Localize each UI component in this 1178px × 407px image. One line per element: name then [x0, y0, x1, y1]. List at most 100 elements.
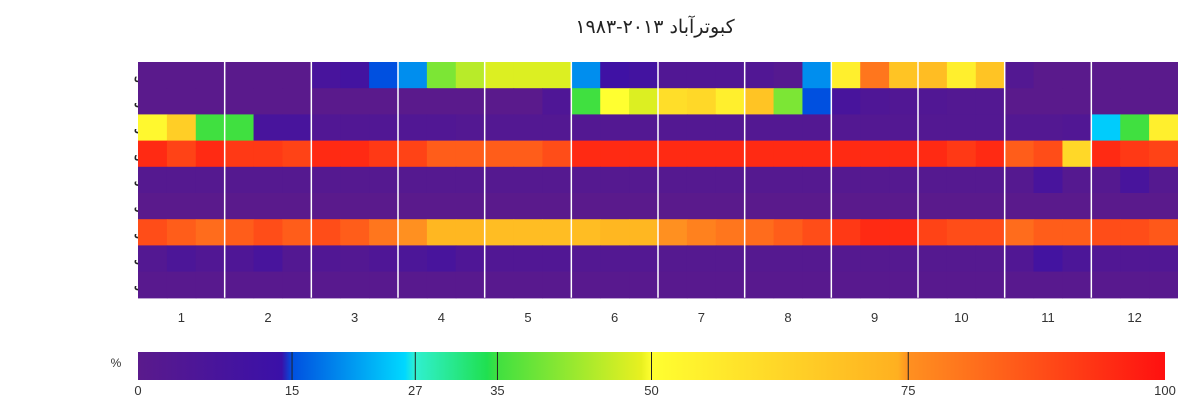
heatmap-cell — [455, 62, 486, 89]
heatmap-cell — [975, 88, 1006, 115]
heatmap-cell — [889, 271, 919, 299]
heatmap-cell — [600, 219, 630, 246]
heatmap-cell — [253, 271, 284, 299]
heatmap-cell — [744, 114, 775, 142]
heatmap-cell — [860, 140, 890, 168]
heatmap-cell — [513, 245, 544, 273]
heatmap-cell — [918, 245, 948, 273]
heatmap-cell — [889, 166, 919, 194]
heatmap-cell — [340, 62, 370, 89]
heatmap-cell — [1033, 271, 1064, 299]
heatmap-cell — [686, 219, 717, 246]
heatmap-cell — [311, 166, 341, 194]
heatmap-cell — [600, 166, 630, 194]
heatmap-cell — [918, 219, 948, 246]
heatmap-cell — [571, 245, 601, 273]
heatmap-cell — [918, 140, 948, 168]
heatmap-cell — [946, 88, 977, 115]
heatmap-cell — [889, 140, 919, 168]
heatmap-cell — [571, 62, 601, 89]
heatmap-cell — [1149, 219, 1178, 246]
heatmap-cell — [195, 140, 226, 168]
heatmap-cell — [658, 271, 688, 299]
heatmap-cell — [311, 193, 341, 220]
heatmap-cell — [138, 114, 168, 142]
heatmap-cell — [166, 166, 197, 194]
heatmap-cell — [224, 114, 255, 142]
heatmap-cell — [600, 140, 630, 168]
heatmap-cell — [542, 114, 572, 142]
heatmap-cell — [542, 245, 572, 273]
heatmap-cell — [166, 271, 197, 299]
month-dividers — [223, 62, 1093, 298]
heatmap-cell — [946, 219, 977, 246]
heatmap-cell — [398, 114, 428, 142]
heatmap-cell — [1004, 140, 1035, 168]
heatmap-cell — [1149, 271, 1178, 299]
heatmap-cell — [398, 88, 428, 115]
heatmap-cell — [860, 62, 890, 89]
heatmap-cell — [340, 193, 370, 220]
heatmap-cell — [889, 88, 919, 115]
heatmap-cell — [629, 114, 659, 142]
heatmap-cell — [946, 193, 977, 220]
heatmap-cell — [918, 88, 948, 115]
heatmap-cell — [1004, 245, 1035, 273]
heatmap-cell — [1091, 219, 1121, 246]
heatmap-cell — [369, 245, 399, 273]
heatmap-cell — [715, 271, 746, 299]
heatmap-cell — [686, 193, 717, 220]
heatmap-cell — [1004, 166, 1035, 194]
heatmap-cell — [166, 88, 197, 115]
heatmap-cell — [253, 88, 284, 115]
heatmap-cell — [860, 114, 890, 142]
heatmap-cell — [369, 140, 399, 168]
heatmap-cell — [571, 271, 601, 299]
heatmap-cell — [658, 62, 688, 89]
heatmap-cell — [369, 193, 399, 220]
heatmap-cell — [831, 62, 861, 89]
heatmap-cell — [369, 88, 399, 115]
heatmap-cell — [571, 166, 601, 194]
heatmap-cell — [918, 271, 948, 299]
heatmap-cell — [802, 166, 832, 194]
heatmap-cell — [1149, 166, 1178, 194]
heatmap-cell — [975, 166, 1006, 194]
heatmap-cell — [166, 245, 197, 273]
heatmap-cell — [1033, 245, 1064, 273]
heatmap-cell — [918, 166, 948, 194]
heatmap-cell — [138, 271, 168, 299]
heatmap-cell — [426, 193, 457, 220]
heatmap-cell — [224, 88, 255, 115]
heatmap-cell — [571, 140, 601, 168]
heatmap-cell — [195, 88, 226, 115]
heatmap-cell — [484, 88, 515, 115]
heatmap-cell — [455, 271, 486, 299]
heatmap-cell — [629, 166, 659, 194]
x-tick-label: 2 — [264, 310, 271, 325]
heatmap-cell — [571, 219, 601, 246]
heatmap-cell — [975, 245, 1006, 273]
heatmap-cell — [1062, 193, 1092, 220]
heatmap-cell — [658, 219, 688, 246]
heatmap-cell — [946, 62, 977, 89]
heatmap-cell — [860, 271, 890, 299]
heatmap-cell — [398, 193, 428, 220]
heatmap-cell — [918, 62, 948, 89]
heatmap-cell — [1091, 88, 1121, 115]
heatmap-cell — [455, 219, 486, 246]
heatmap-cell — [1033, 166, 1064, 194]
heatmap-cell — [1149, 62, 1178, 89]
heatmap-cell — [600, 245, 630, 273]
x-tick-label: 4 — [438, 310, 445, 325]
heatmap-cell — [802, 219, 832, 246]
heatmap-cell — [1091, 166, 1121, 194]
heatmap-cell — [398, 271, 428, 299]
heatmap-cell — [1149, 114, 1178, 142]
heatmap-cell — [513, 88, 544, 115]
heatmap-cell — [629, 219, 659, 246]
heatmap-cell — [340, 166, 370, 194]
heatmap-cell — [889, 193, 919, 220]
heatmap-cell — [426, 271, 457, 299]
heatmap-cell — [1149, 88, 1178, 115]
